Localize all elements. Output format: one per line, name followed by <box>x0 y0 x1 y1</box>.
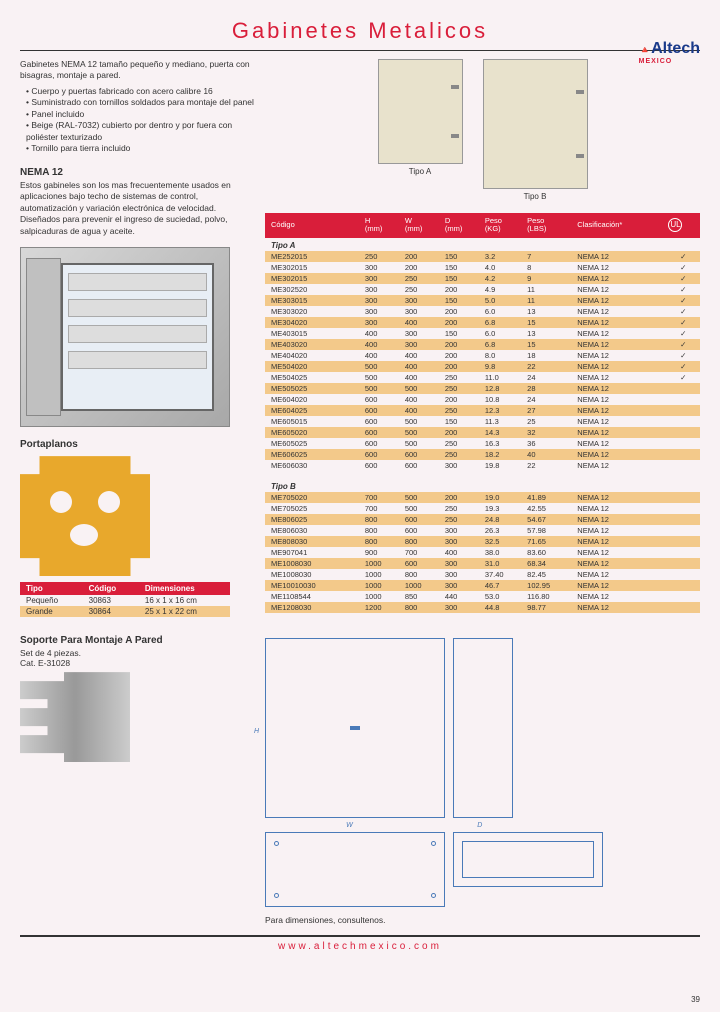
table-row: ME1008030100060030031.068.34NEMA 12 <box>265 558 700 569</box>
table-row: ME2520152502001503.27NEMA 12✓ <box>265 251 700 262</box>
table-row: ME5040205004002009.822NEMA 12✓ <box>265 361 700 372</box>
table-row: ME1008030100080030037.4082.45NEMA 12 <box>265 569 700 580</box>
table-row: ME90704190070040038.083.60NEMA 12 <box>265 547 700 558</box>
table-row: ME70502070050020019.041.89NEMA 12 <box>265 492 700 503</box>
table-row: ME4040204004002008.018NEMA 12✓ <box>265 350 700 361</box>
wall-bracket-image <box>20 672 130 762</box>
table-row: Grande3086425 x 1 x 22 cm <box>20 606 230 617</box>
tipo-a-img <box>378 59 463 164</box>
feature-item: Cuerpo y puertas fabricado con acero cal… <box>26 86 255 97</box>
table-row: ME4030154003001506.013NEMA 12✓ <box>265 328 700 339</box>
page-title: Gabinetes Metalicos <box>20 18 700 44</box>
table-row: ME60501560050015011.325NEMA 12 <box>265 416 700 427</box>
cabinet-open-photo <box>20 247 230 427</box>
porta-table: TipoCódigoDimensiones Pequeño3086316 x 1… <box>20 582 230 617</box>
table-row: ME80602580060025024.854.67NEMA 12 <box>265 514 700 525</box>
wall-heading: Soporte Para Montaje A Pared <box>20 635 255 646</box>
product-photos: Tipo A Tipo B <box>265 59 700 201</box>
wall-l2: Cat. E-31028 <box>20 658 255 668</box>
table-row: ME3040203004002006.815NEMA 12✓ <box>265 317 700 328</box>
table-row: ME60402060040020010.824NEMA 12 <box>265 394 700 405</box>
table-row: ME60602560060025018.240NEMA 12 <box>265 449 700 460</box>
nema-desc: Estos gabineles son los mas frecuentemen… <box>20 180 255 237</box>
table-row: ME3030153003001505.011NEMA 12✓ <box>265 295 700 306</box>
table-row: ME70502570050025019.342.55NEMA 12 <box>265 503 700 514</box>
page-number: 39 <box>691 995 700 1004</box>
table-row: ME100100301000100030046.7102.95NEMA 12 <box>265 580 700 591</box>
specs-table: CódigoH(mm)W(mm)D(mm)Peso(KG)Peso(LBS)Cl… <box>265 213 700 613</box>
feature-item: Tornillo para tierra incluido <box>26 143 255 154</box>
table-row: ME60502060050020014.332NEMA 12 <box>265 427 700 438</box>
table-row: ME3020153002501504.29NEMA 12✓ <box>265 273 700 284</box>
table-row: ME3030203003002006.013NEMA 12✓ <box>265 306 700 317</box>
feature-list: Cuerpo y puertas fabricado con acero cal… <box>20 86 255 155</box>
wall-l1: Set de 4 piezas. <box>20 648 255 658</box>
table-row: ME1108544100085044053.0116.80NEMA 12 <box>265 591 700 602</box>
feature-item: Suministrado con tornillos soldados para… <box>26 97 255 108</box>
table-row: ME50502550050025012.828NEMA 12 <box>265 383 700 394</box>
tipo-b-img <box>483 59 588 189</box>
table-row: ME60502560050025016.336NEMA 12 <box>265 438 700 449</box>
table-row: Pequeño3086316 x 1 x 16 cm <box>20 595 230 606</box>
brand-logo: 🔺AltechMEXICO <box>639 40 700 65</box>
table-row: ME80803080080030032.571.65NEMA 12 <box>265 536 700 547</box>
table-row: ME50402550040025011.024NEMA 12✓ <box>265 372 700 383</box>
table-row: ME60402560040025012.327NEMA 12 <box>265 405 700 416</box>
table-row: ME80603080060030026.357.98NEMA 12 <box>265 525 700 536</box>
table-row: ME60603060060030019.822NEMA 12 <box>265 460 700 471</box>
dimension-diagrams: W H D <box>265 638 700 907</box>
intro-text: Gabinetes NEMA 12 tamaño pequeño y media… <box>20 59 255 82</box>
feature-item: Panel incluido <box>26 109 255 120</box>
portaplanos-image <box>20 456 150 576</box>
table-row: ME4030204003002006.815NEMA 12✓ <box>265 339 700 350</box>
table-row: ME1208030120080030044.898.77NEMA 12 <box>265 602 700 613</box>
footer-note: Para dimensiones, consultenos. <box>265 915 700 925</box>
porta-heading: Portaplanos <box>20 439 255 450</box>
table-row: ME3020153002001504.08NEMA 12✓ <box>265 262 700 273</box>
table-row: ME3025203002502004.911NEMA 12✓ <box>265 284 700 295</box>
nema-heading: NEMA 12 <box>20 167 255 178</box>
feature-item: Beige (RAL-7032) cubierto por dentro y p… <box>26 120 255 143</box>
website-url: www.altechmexico.com <box>20 941 700 952</box>
